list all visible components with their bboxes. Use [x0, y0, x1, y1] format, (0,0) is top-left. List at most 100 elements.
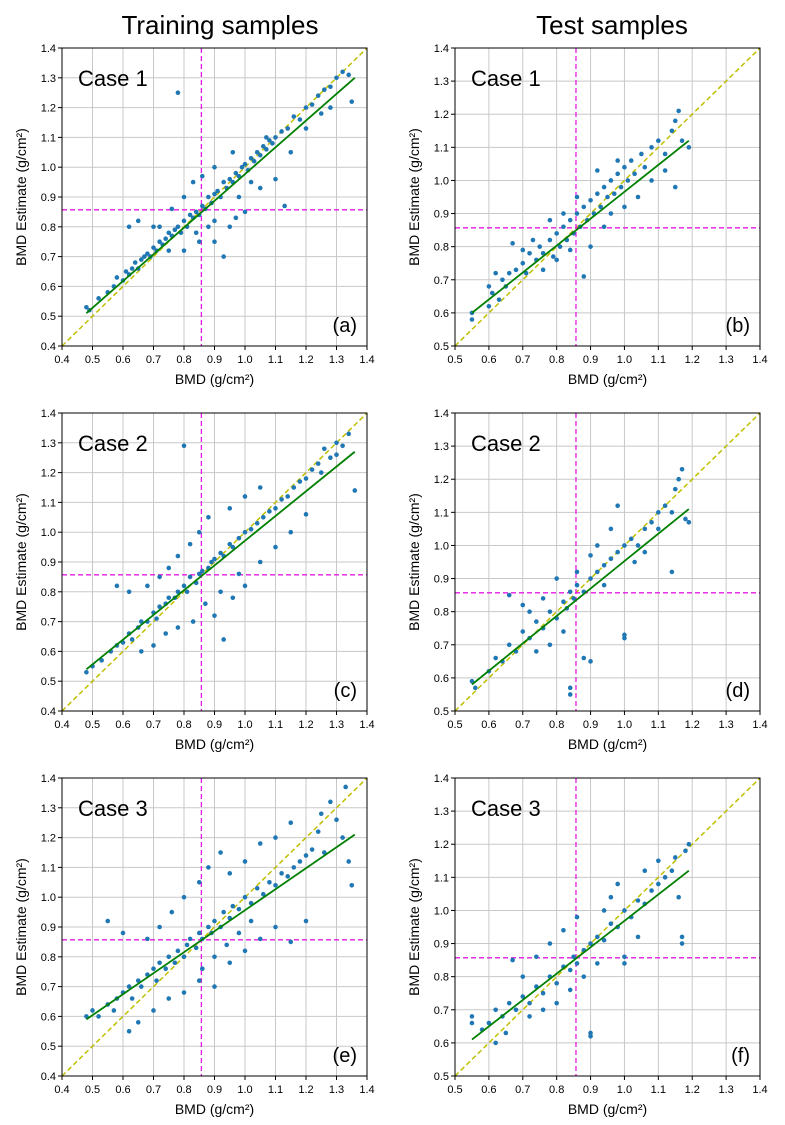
data-point [686, 145, 692, 150]
data-point [196, 529, 202, 535]
data-point [257, 841, 263, 846]
data-point [172, 960, 178, 966]
data-point [588, 553, 593, 558]
y-tick-label: 0.9 [434, 939, 449, 951]
x-tick-label: 0.9 [583, 1084, 598, 1096]
data-point [649, 519, 654, 525]
data-point [503, 1030, 509, 1036]
data-point [567, 692, 573, 697]
y-axis-label: BMD Estimate (g/cm²) [13, 493, 29, 631]
y-tick-label: 0.5 [434, 1071, 449, 1083]
scatter-panel-d: 0.5 0.6 0.7 0.8 0.9 1.0 1.1 1.2 1.3 1.4 0.5 0.6 0.7 0… [406, 408, 768, 752]
y-tick-label: 0.5 [41, 1041, 56, 1053]
x-tick-label: 1.2 [298, 354, 313, 366]
data-point [534, 619, 539, 624]
x-tick-label: 0.8 [549, 354, 564, 366]
data-point [227, 871, 233, 876]
y-tick-label: 0.5 [41, 311, 56, 323]
data-point [157, 574, 162, 580]
data-point [151, 643, 156, 648]
data-point [574, 582, 580, 588]
data-point [540, 1007, 546, 1013]
data-point [184, 942, 190, 948]
data-point [303, 105, 309, 110]
data-point [257, 152, 263, 158]
data-point [520, 260, 526, 266]
y-tick-label: 0.6 [41, 1011, 56, 1023]
data-point [99, 658, 104, 663]
data-point [622, 204, 627, 210]
data-point [567, 217, 573, 223]
data-point [187, 212, 193, 218]
data-point [595, 934, 600, 940]
data-point [221, 179, 226, 185]
data-point [473, 685, 478, 691]
x-axis-label: BMD (g/cm²) [175, 371, 254, 387]
data-point [163, 966, 168, 972]
y-tick-label: 0.7 [434, 640, 449, 652]
data-point [273, 835, 278, 840]
data-point [642, 549, 648, 555]
data-point [166, 595, 172, 601]
regression-fit-line [85, 833, 356, 1021]
data-point [218, 550, 223, 556]
data-point [157, 924, 162, 930]
data-point [184, 589, 190, 595]
data-point [154, 616, 159, 621]
data-point [212, 613, 217, 618]
y-tick-label: 1.4 [41, 773, 56, 785]
data-point [540, 596, 546, 601]
data-point [309, 847, 315, 852]
data-point [506, 1000, 512, 1006]
data-point [588, 1033, 593, 1039]
data-point [642, 526, 648, 532]
data-point [166, 996, 172, 1001]
data-point [510, 957, 515, 963]
data-point [242, 894, 248, 900]
data-point [632, 171, 637, 177]
regression-fit-line [471, 508, 690, 686]
data-point [334, 75, 339, 81]
data-point [547, 217, 553, 223]
data-point [581, 655, 587, 661]
scatter-panel-b: 0.5 0.6 0.7 0.8 0.9 1.0 1.1 1.2 1.3 1.4 0.5 0.6 0.7 0… [406, 43, 768, 387]
data-point [224, 942, 229, 948]
data-point [227, 960, 233, 966]
data-point [200, 568, 205, 574]
data-point [151, 245, 156, 250]
data-point [608, 526, 614, 532]
data-point [175, 589, 181, 595]
x-tick-label: 0.6 [115, 1084, 130, 1096]
data-point [221, 637, 226, 642]
x-tick-label: 0.8 [176, 719, 191, 731]
y-tick-label: 0.8 [41, 952, 56, 964]
data-point [169, 206, 175, 212]
data-point [212, 954, 217, 960]
plot-frame [454, 47, 761, 347]
data-point [513, 267, 519, 273]
data-point [218, 850, 223, 855]
x-tick-label: 1.1 [651, 1084, 666, 1096]
x-tick-label: 0.9 [207, 719, 222, 731]
regression-fit-line [471, 870, 690, 1041]
data-point [679, 138, 685, 144]
x-tick-label: 1.4 [359, 719, 374, 731]
data-point [561, 211, 566, 216]
x-tick-label: 0.6 [481, 719, 496, 731]
data-point [139, 984, 144, 989]
x-tick-label: 0.6 [481, 1084, 496, 1096]
x-axis-label: BMD (g/cm²) [568, 1101, 647, 1117]
data-point [567, 987, 573, 993]
data-point [537, 244, 543, 249]
data-point [157, 224, 162, 230]
y-tick-label: 0.8 [434, 972, 449, 984]
data-point [187, 936, 193, 942]
data-point [550, 254, 556, 259]
x-tick-label: 1.0 [237, 719, 252, 731]
data-point [279, 497, 284, 502]
data-point [346, 859, 352, 864]
data-point [157, 604, 162, 609]
data-point [129, 996, 135, 1001]
data-point [669, 510, 675, 515]
x-tick-label: 1.1 [268, 354, 283, 366]
